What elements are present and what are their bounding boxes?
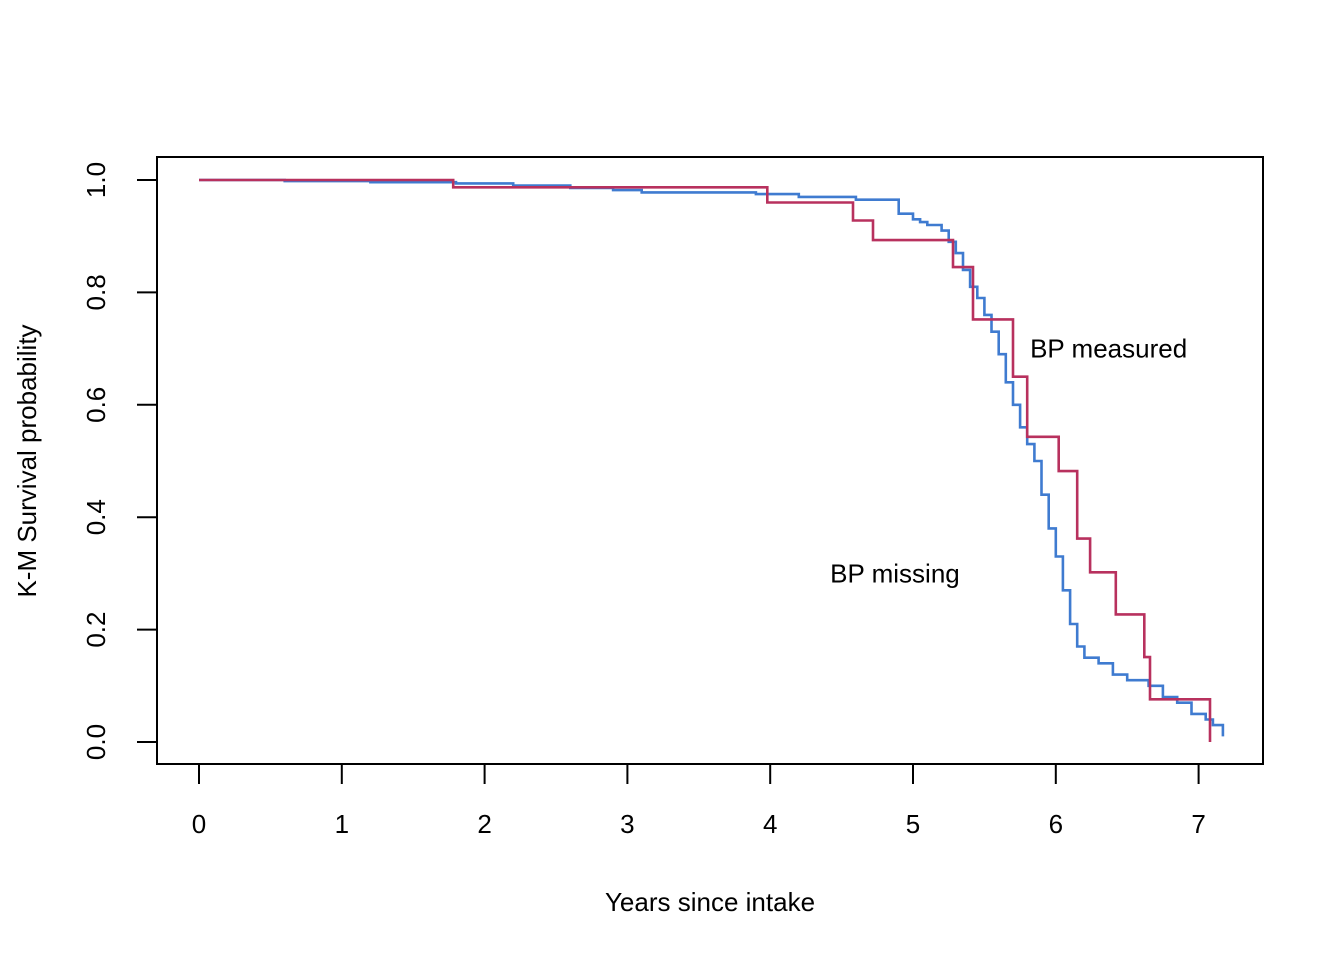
y-axis: 0.0 0.2 0.4 0.6 0.8 1.0 <box>81 162 158 760</box>
x-tick-label: 6 <box>1049 809 1063 839</box>
x-tick-label: 3 <box>620 809 634 839</box>
x-axis-label: Years since intake <box>605 887 815 917</box>
y-tick-label: 1.0 <box>81 162 111 198</box>
annotation-label: BP measured <box>1030 334 1187 364</box>
y-tick-label: 0.8 <box>81 274 111 310</box>
y-axis-label: K-M Survival probability <box>12 324 42 597</box>
survival-curve-0 <box>199 178 1225 737</box>
x-tick-label: 7 <box>1191 809 1205 839</box>
annotation-layer: BP measured BP missing <box>830 334 1187 589</box>
y-tick-label: 0.6 <box>81 387 111 423</box>
x-tick-label: 1 <box>335 809 349 839</box>
x-tick-label: 0 <box>192 809 206 839</box>
x-tick-label: 5 <box>906 809 920 839</box>
series-layer <box>199 178 1225 742</box>
x-tick-label: 2 <box>477 809 491 839</box>
annotation-label: BP missing <box>830 558 960 588</box>
survival-curve-1 <box>199 178 1212 742</box>
y-tick-label: 0.0 <box>81 724 111 760</box>
x-axis: 0 1 2 3 4 5 6 7 <box>192 763 1206 839</box>
x-tick-label: 4 <box>763 809 777 839</box>
y-tick-label: 0.4 <box>81 499 111 535</box>
plot-frame <box>156 156 1264 765</box>
y-tick-label: 0.2 <box>81 612 111 648</box>
